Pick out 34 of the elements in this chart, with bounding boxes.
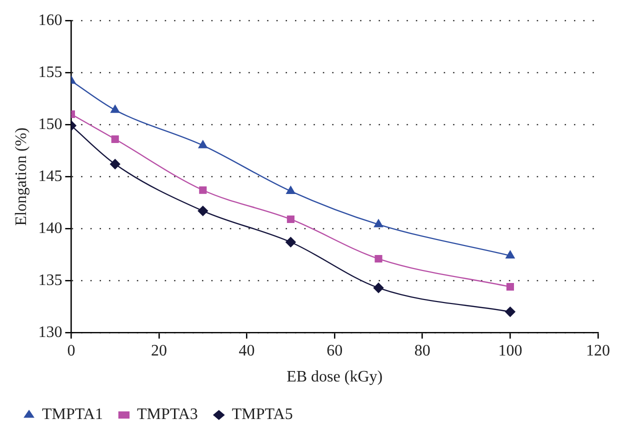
y-tick-label: 160 — [38, 12, 62, 29]
point — [506, 250, 515, 258]
point — [110, 104, 120, 113]
x-tick-label: 0 — [67, 342, 76, 360]
y-tick-label: 135 — [38, 272, 62, 289]
point — [374, 254, 382, 263]
x-tick-label: 80 — [414, 342, 430, 360]
x-tick-label: 100 — [498, 342, 522, 360]
point — [110, 159, 120, 170]
x-tick-label: 60 — [326, 342, 343, 360]
point — [198, 206, 208, 216]
point — [286, 215, 294, 224]
y-tick-label: 140 — [38, 220, 62, 237]
point — [373, 282, 384, 293]
y-tick-label: 150 — [38, 116, 62, 133]
point — [374, 219, 383, 228]
x-tick-label: 40 — [238, 342, 255, 360]
point — [199, 186, 207, 194]
legend-label: TMPTA1 — [42, 406, 103, 424]
point — [286, 186, 296, 194]
y-tick-label: 155 — [38, 64, 62, 81]
y-tick-label: 145 — [38, 168, 62, 185]
point — [506, 283, 514, 291]
x-tick-label: 120 — [586, 342, 610, 360]
point — [198, 140, 208, 148]
point — [505, 306, 516, 317]
x-axis-title: EB dose (kGy) — [286, 368, 383, 386]
x-tick-label: 20 — [151, 342, 167, 360]
y-tick-label: 130 — [38, 324, 62, 341]
legend-label: TMPTA3 — [136, 406, 198, 424]
legend-label: TMPTA5 — [232, 406, 293, 424]
point — [111, 135, 119, 143]
y-axis-title: Elongation (%) — [12, 128, 30, 226]
point — [286, 237, 296, 248]
